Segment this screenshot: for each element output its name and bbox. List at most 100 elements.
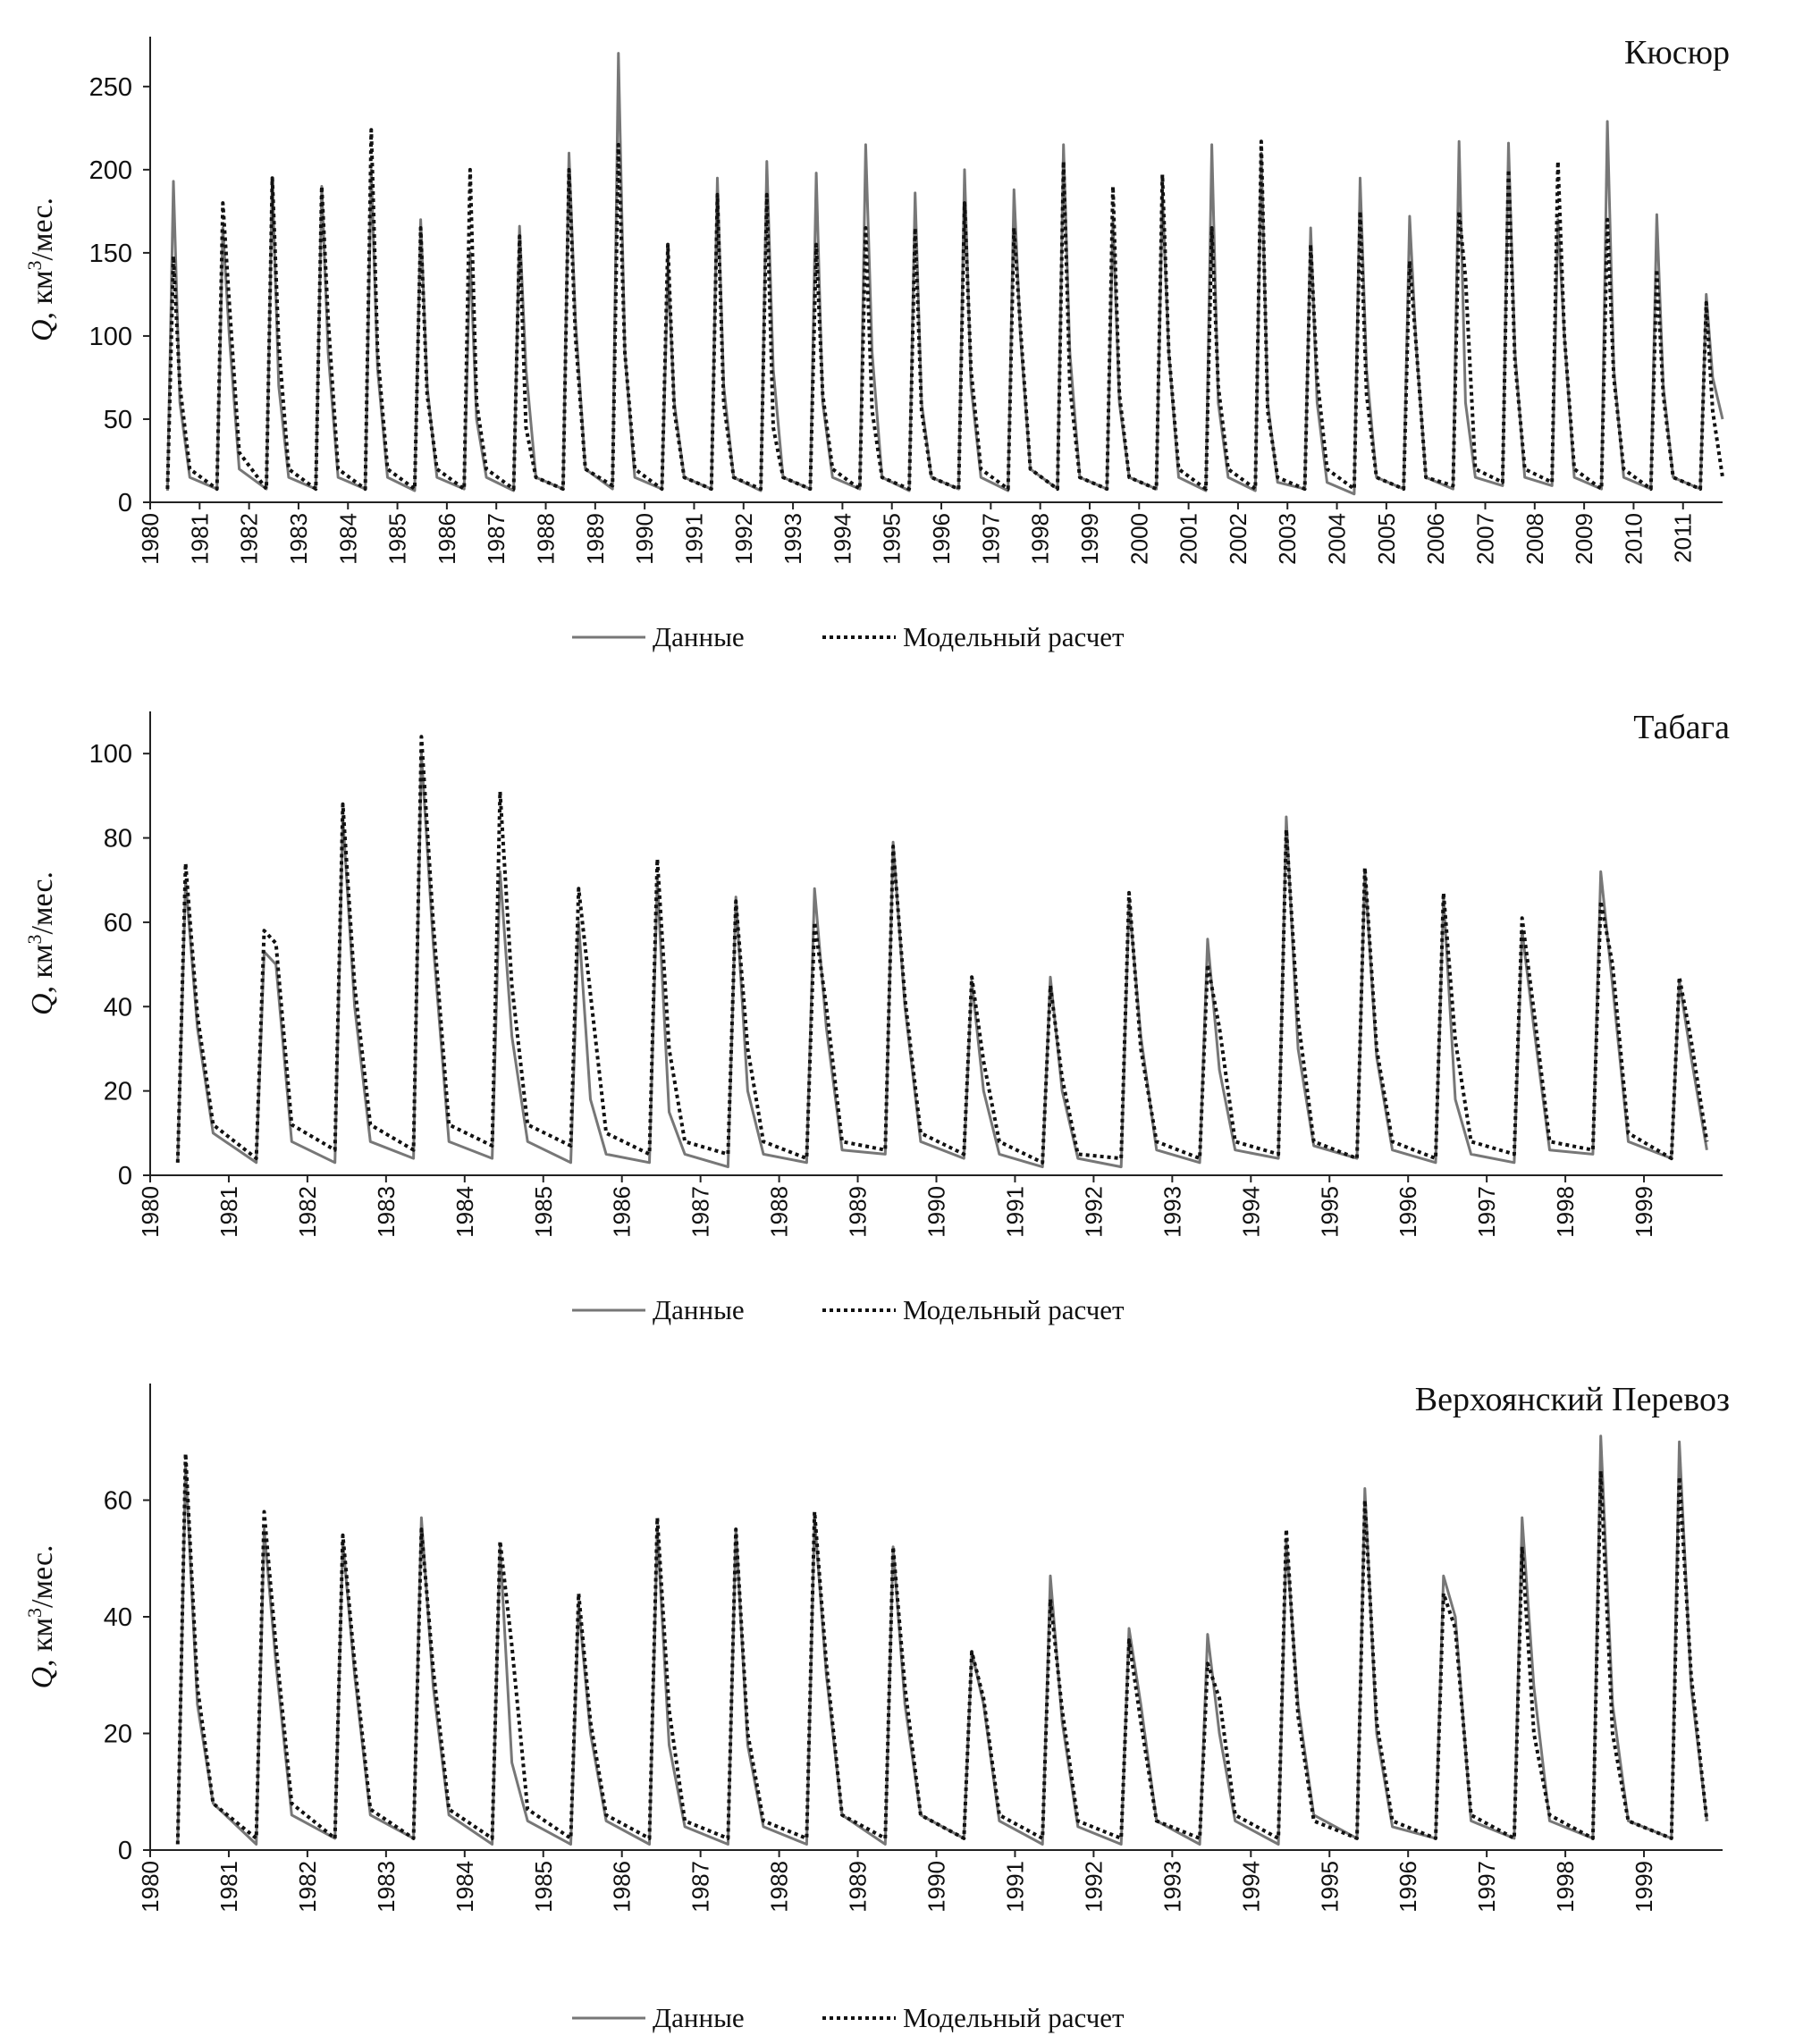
x-tick-label: 2004 [1324,513,1351,565]
x-tick-label: 1992 [1080,1861,1107,1913]
x-tick-label: 1980 [137,513,164,565]
chart-title: Табага [1633,709,1730,746]
x-tick-label: 1986 [609,1186,636,1238]
x-tick-label: 1993 [1159,1186,1185,1238]
y-tick-label: 200 [89,156,132,185]
x-tick-label: 1990 [923,1186,950,1238]
x-tick-label: 1985 [530,1861,557,1913]
series-line [176,1434,1708,1846]
x-tick-label: 1988 [766,1186,793,1238]
x-tick-label: 1989 [582,513,609,565]
y-tick-label: 250 [89,73,132,102]
x-tick-label: 1999 [1631,1186,1657,1238]
x-tick-label: 1985 [530,1186,557,1238]
x-tick-label: 1984 [334,513,361,565]
x-tick-label: 2010 [1620,513,1647,565]
x-tick-label: 1988 [766,1861,793,1913]
y-axis-label-part: /мес. [26,1544,59,1608]
x-tick-label: 1995 [1316,1861,1343,1913]
x-tick-label: 1999 [1631,1861,1657,1913]
x-tick-label: 1995 [879,513,906,565]
x-tick-label: 1994 [1237,1861,1264,1913]
y-tick-label: 0 [118,1162,132,1190]
x-tick-label: 1988 [533,513,560,565]
y-tick-label: 150 [89,240,132,268]
x-tick-label: 2002 [1225,513,1251,565]
y-axis-label-part: , км [26,1618,59,1667]
x-tick-label: 1991 [1001,1861,1028,1913]
x-tick-label: 1991 [680,513,707,565]
y-axis-label-part: 3 [23,1608,46,1618]
x-tick-label: 1985 [384,513,411,565]
x-tick-label: 1999 [1076,513,1103,565]
legend-label: Модельный расчет [903,621,1125,652]
series-line [175,735,1709,1165]
y-axis-label-part: 3 [23,934,46,944]
x-tick-label: 1998 [1027,513,1054,565]
x-tick-label: 1997 [1473,1186,1500,1238]
y-tick-label: 60 [104,909,132,938]
x-tick-label: 1984 [451,1186,478,1238]
y-axis-label-part: , км [26,944,59,993]
chart-title: Кюсюр [1624,34,1730,71]
x-tick-label: 1994 [829,513,855,565]
x-tick-label: 1984 [451,1861,478,1913]
x-tick-label: 1992 [730,513,757,565]
x-tick-label: 1996 [1395,1186,1421,1238]
y-axis-label-part: Q [26,1667,59,1689]
y-axis-label: Q, км3/мес. [23,871,60,1015]
series-line [176,752,1708,1169]
series-line [165,52,1724,496]
series-line [165,128,1724,492]
x-tick-label: 2001 [1176,513,1202,565]
x-tick-label: 1987 [687,1861,714,1913]
y-tick-label: 20 [104,1720,132,1749]
x-tick-label: 1990 [923,1861,950,1913]
x-tick-label: 1989 [845,1861,872,1913]
y-tick-label: 0 [118,489,132,517]
y-tick-label: 60 [104,1487,132,1516]
x-tick-label: 1991 [1001,1186,1028,1238]
x-tick-label: 1989 [845,1186,872,1238]
legend-label: Данные [653,621,745,652]
y-axis-label: Q, км3/мес. [23,1544,60,1688]
x-tick-label: 1990 [631,513,658,565]
x-tick-label: 1992 [1080,1186,1107,1238]
x-tick-label: 2007 [1471,513,1498,565]
y-tick-label: 100 [89,740,132,769]
x-tick-label: 1983 [373,1186,400,1238]
y-tick-label: 20 [104,1078,132,1106]
x-tick-label: 1982 [294,1186,321,1238]
y-tick-label: 80 [104,825,132,854]
y-axis-label-part: /мес. [26,198,59,261]
x-tick-label: 1986 [434,513,460,565]
legend-label: Данные [653,2002,745,2033]
x-tick-label: 1980 [137,1186,164,1238]
x-tick-label: 2005 [1373,513,1400,565]
x-tick-label: 1993 [1159,1861,1185,1913]
x-tick-label: 1997 [977,513,1004,565]
x-tick-label: 1980 [137,1861,164,1913]
x-tick-label: 1982 [236,513,263,565]
x-tick-label: 1994 [1237,1186,1264,1238]
y-tick-label: 0 [118,1837,132,1865]
x-tick-label: 1996 [928,513,955,565]
x-tick-label: 1982 [294,1861,321,1913]
x-tick-label: 1987 [483,513,510,565]
x-tick-label: 2008 [1521,513,1548,565]
x-tick-label: 2000 [1125,513,1152,565]
y-tick-label: 40 [104,1603,132,1632]
x-tick-label: 1998 [1552,1861,1579,1913]
x-tick-label: 1983 [285,513,312,565]
y-axis-label-part: Q [26,319,59,341]
x-tick-label: 1998 [1552,1186,1579,1238]
y-tick-label: 100 [89,323,132,351]
y-axis-label-part: 3 [23,260,46,270]
x-tick-label: 1981 [215,1186,242,1238]
y-axis-label: Q, км3/мес. [23,198,60,341]
legend-label: Модельный расчет [903,1294,1125,1325]
y-axis-label-part: /мес. [26,871,59,935]
x-tick-label: 1987 [687,1186,714,1238]
x-tick-label: 1996 [1395,1861,1421,1913]
x-tick-label: 1995 [1316,1186,1343,1238]
